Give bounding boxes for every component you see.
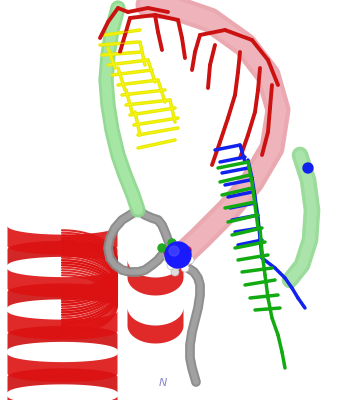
Circle shape [181, 264, 189, 272]
Circle shape [171, 268, 179, 276]
Circle shape [185, 247, 191, 253]
Circle shape [169, 246, 179, 256]
Circle shape [158, 244, 166, 252]
Circle shape [164, 248, 172, 256]
Circle shape [165, 242, 191, 268]
Circle shape [167, 260, 177, 270]
Circle shape [168, 239, 176, 247]
Circle shape [164, 254, 172, 262]
Circle shape [186, 256, 194, 264]
Text: N: N [159, 378, 167, 388]
Circle shape [303, 163, 313, 173]
